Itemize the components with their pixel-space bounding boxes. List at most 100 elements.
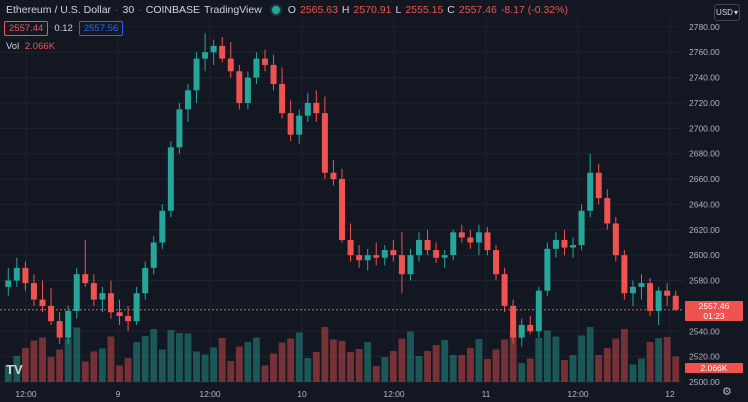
currency-button[interactable]: USD ▾ <box>714 4 740 21</box>
ohlc-low-label: L <box>395 4 402 16</box>
candle-body <box>287 113 294 135</box>
volume-bar <box>56 349 64 382</box>
candle-body <box>552 239 559 249</box>
exchange: COINBASE <box>145 4 200 16</box>
interval[interactable]: 30 <box>122 4 135 16</box>
volume-bar <box>663 337 671 382</box>
candles <box>5 33 679 347</box>
volume-bar <box>227 361 235 382</box>
volume-bar <box>407 331 414 382</box>
gear-icon[interactable]: ⚙ <box>722 386 732 398</box>
volume-bar <box>312 352 320 382</box>
volume-bar <box>372 366 380 382</box>
volume-bar <box>509 332 517 382</box>
bar-countdown: 01:23 <box>703 310 725 321</box>
volume-bar <box>672 356 680 382</box>
volume-bar <box>552 336 560 382</box>
price-tick-label: 2580.00 <box>689 276 720 286</box>
volume-bar <box>133 342 141 382</box>
volume-bar <box>141 336 149 382</box>
buy-button[interactable]: 2557.56 <box>78 21 124 36</box>
price-tick-label: 2520.00 <box>689 352 720 362</box>
candle-body <box>356 255 363 261</box>
candle-body <box>167 147 174 211</box>
market-status-icon[interactable] <box>269 4 282 16</box>
candle-body <box>587 172 594 211</box>
candle-body <box>321 113 328 173</box>
time-tick-label: 12:00 <box>383 389 405 399</box>
price-tick-label: 2640.00 <box>689 199 720 209</box>
volume-bar <box>295 332 303 382</box>
candle-body <box>296 115 303 135</box>
candle-body <box>595 172 602 199</box>
candle-body <box>313 102 320 114</box>
time-tick-label: 11 <box>482 389 491 399</box>
volume-bar <box>253 337 260 382</box>
volume-bar <box>270 353 277 382</box>
candle-body <box>398 255 405 275</box>
price-tick-label: 2660.00 <box>689 174 720 184</box>
symbol-name[interactable]: Ethereum / U.S. Dollar <box>6 4 112 16</box>
volume-bar <box>116 365 123 382</box>
last-price-tag: 2557.46 01:23 <box>685 300 743 321</box>
candle-body <box>219 45 226 59</box>
price-tick-label: 2780.00 <box>689 22 720 32</box>
volume-bar <box>124 358 132 382</box>
candle-body <box>56 321 63 338</box>
volume-bar <box>398 338 406 382</box>
volume-bar <box>64 338 72 382</box>
volume-bar <box>466 348 474 382</box>
price-tick-label: 2680.00 <box>689 149 720 159</box>
provider: TradingView <box>204 4 262 16</box>
volume-bar <box>638 358 645 382</box>
candle-body <box>561 239 568 248</box>
volume-bar <box>569 355 577 382</box>
price-tick-label: 2540.00 <box>689 326 720 336</box>
volume-bar <box>612 338 620 382</box>
candle-body <box>638 283 645 287</box>
candle-body <box>510 305 517 338</box>
price-tick-label: 2740.00 <box>689 73 720 83</box>
candle-body <box>39 299 46 306</box>
volume-bar <box>21 348 29 382</box>
candle-body <box>261 58 268 65</box>
volume-bar <box>501 339 509 382</box>
candle-body <box>407 255 414 275</box>
volume-bar <box>595 355 603 382</box>
ohlc-high-label: H <box>341 4 350 16</box>
candle-body <box>664 290 671 296</box>
time-tick-label: 12 <box>665 389 675 399</box>
volume-bar <box>278 342 286 382</box>
ohlc-open-label: O <box>287 4 296 16</box>
volume-bar <box>389 351 397 382</box>
volume-bar <box>603 348 611 382</box>
volume-bar <box>81 361 89 382</box>
volume-bar <box>432 345 440 382</box>
candle-body <box>441 255 448 258</box>
candle-body <box>501 274 508 306</box>
ohlc-open: 2565.63 <box>299 4 338 16</box>
candle-body <box>424 239 431 251</box>
volume-bar <box>201 354 209 382</box>
candle-body <box>570 245 577 248</box>
volume-bar <box>347 352 354 382</box>
volume-bar <box>73 327 81 382</box>
candle-body <box>416 239 423 256</box>
candle-body <box>142 267 149 294</box>
quote-row: 2557.44 0.12 2557.56 <box>4 21 124 36</box>
tradingview-logo-icon[interactable]: TV <box>6 362 28 382</box>
candle-body <box>202 52 209 59</box>
volume-bar <box>578 335 586 382</box>
sell-button[interactable]: 2557.44 <box>4 21 49 36</box>
candle-body <box>475 232 482 243</box>
volume-bar <box>355 349 363 382</box>
candle-body <box>655 290 662 311</box>
volume-bar <box>629 364 637 382</box>
volume-bar <box>620 329 628 382</box>
ohlc-close-label: C <box>447 4 455 16</box>
candle-body <box>150 242 157 268</box>
candle-body <box>467 237 474 243</box>
volume-bar <box>107 336 115 382</box>
